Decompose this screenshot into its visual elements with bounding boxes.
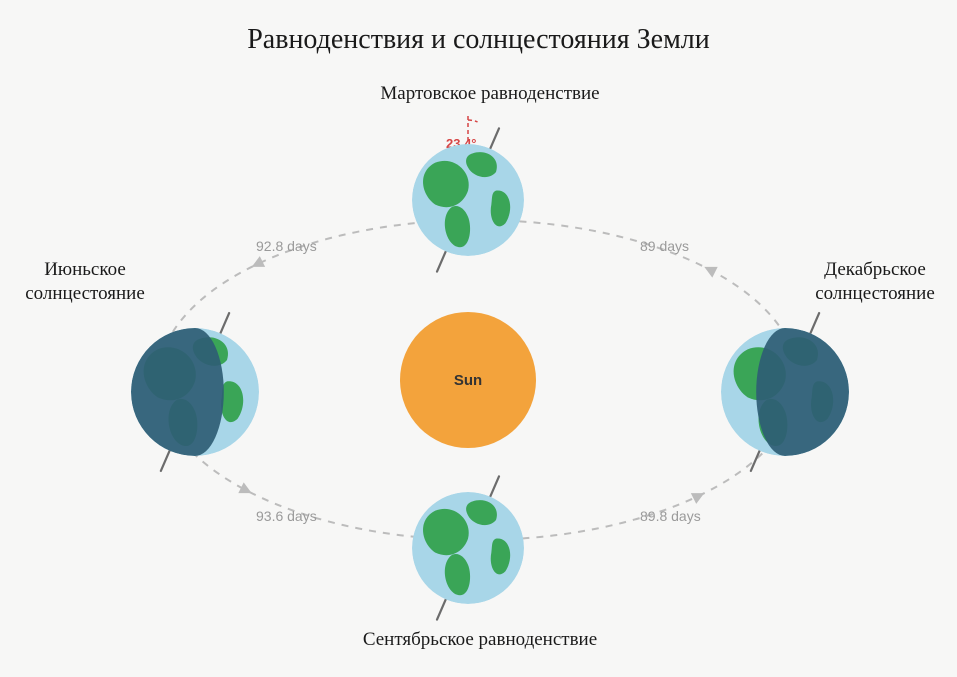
- sun: Sun: [400, 312, 536, 448]
- earth-september: [382, 462, 554, 634]
- days-label: 89.8 days: [640, 508, 701, 524]
- earth-march: [382, 114, 554, 286]
- orbit-arrow-icon: [691, 488, 707, 504]
- label-september: Сентябрьское равноденствие: [330, 628, 630, 652]
- days-label: 89 days: [640, 238, 689, 254]
- earth-june: [101, 298, 289, 486]
- earth-december: [691, 298, 879, 486]
- label-march: Мартовское равноденствие: [360, 82, 620, 106]
- orbit-arrow-icon: [249, 256, 265, 272]
- label-december: Декабрьскоесолнцестояние: [800, 258, 950, 306]
- days-label: 92.8 days: [256, 238, 317, 254]
- days-label: 93.6 days: [256, 508, 317, 524]
- label-june: Июньскоесолнцестояние: [10, 258, 160, 306]
- orbit-arrow-icon: [702, 261, 718, 277]
- sun-label: Sun: [454, 372, 482, 389]
